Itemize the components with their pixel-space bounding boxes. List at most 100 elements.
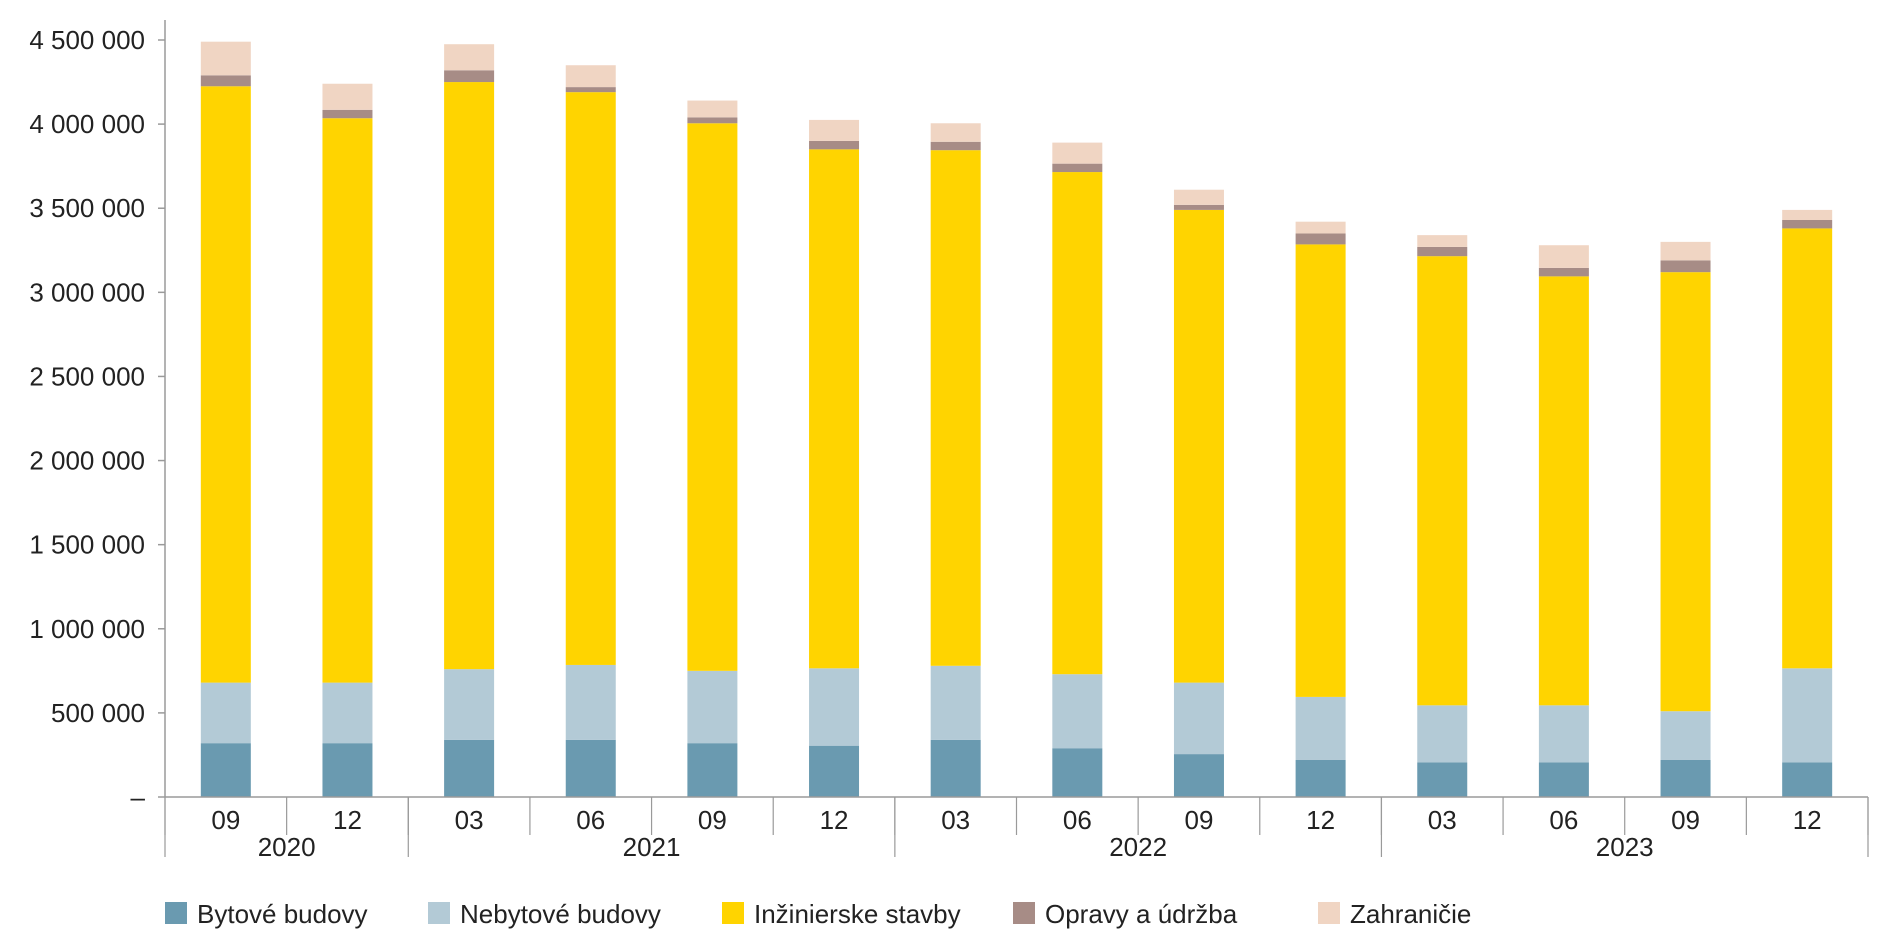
bar-segment bbox=[565, 92, 616, 665]
y-tick-label: 1 500 000 bbox=[29, 530, 145, 560]
bar-segment bbox=[322, 743, 373, 797]
bar-segment bbox=[1417, 705, 1468, 763]
year-label: 2021 bbox=[623, 832, 681, 862]
bar-segment bbox=[1782, 668, 1833, 763]
bar-segment bbox=[1538, 276, 1589, 706]
bar-segment bbox=[1660, 272, 1711, 712]
y-tick-label: 2 000 000 bbox=[29, 446, 145, 476]
bar-segment bbox=[444, 669, 495, 740]
bar-segment bbox=[1173, 682, 1224, 755]
bar-segment bbox=[1052, 163, 1103, 173]
bar-segment bbox=[809, 668, 860, 746]
bar-segment bbox=[1782, 228, 1833, 669]
legend-label: Inžinierske stavby bbox=[754, 899, 961, 929]
bar-segment bbox=[1295, 759, 1346, 797]
bar-segment bbox=[1538, 267, 1589, 277]
bar-segment bbox=[322, 118, 373, 683]
bar-segment bbox=[444, 82, 495, 670]
x-tick-label: 12 bbox=[333, 805, 362, 835]
bar-segment bbox=[1173, 204, 1224, 210]
bar-segment bbox=[322, 83, 373, 110]
legend-label: Bytové budovy bbox=[197, 899, 368, 929]
bar-segment bbox=[444, 44, 495, 71]
bar-segment bbox=[1295, 233, 1346, 245]
year-label: 2023 bbox=[1596, 832, 1654, 862]
bar-segment bbox=[1538, 762, 1589, 797]
bar-segment bbox=[1052, 172, 1103, 675]
x-tick-label: 12 bbox=[1793, 805, 1822, 835]
bar-segment bbox=[930, 665, 981, 740]
bar-segment bbox=[687, 743, 738, 797]
bar-segment bbox=[809, 745, 860, 797]
bar-segment bbox=[1660, 759, 1711, 797]
x-tick-label: 03 bbox=[941, 805, 970, 835]
bar-segment bbox=[1173, 189, 1224, 205]
bar-segment bbox=[1417, 246, 1468, 257]
x-tick-label: 09 bbox=[1671, 805, 1700, 835]
y-tick-label: – bbox=[131, 782, 146, 812]
y-tick-label: 4 500 000 bbox=[29, 25, 145, 55]
bar-segment bbox=[809, 140, 860, 150]
bar-segment bbox=[322, 682, 373, 744]
bar-segment bbox=[565, 739, 616, 797]
bar-segment bbox=[930, 739, 981, 797]
bar-segment bbox=[444, 739, 495, 797]
bar-segment bbox=[565, 65, 616, 88]
bar-segment bbox=[930, 150, 981, 666]
bar-segment bbox=[1660, 711, 1711, 760]
x-tick-label: 09 bbox=[698, 805, 727, 835]
x-axis: 09 12 03 06 09 12 03 06 09 12 03 06 09 12 2020 2021 2022… bbox=[164, 796, 1869, 862]
y-tick-label: 2 500 000 bbox=[29, 361, 145, 391]
bar-segment bbox=[930, 141, 981, 151]
y-tick-label: 3 500 000 bbox=[29, 193, 145, 223]
y-axis: – 500 000 1 000 000 1 500 000 2 000 000 2 500… bbox=[29, 20, 166, 812]
x-tick-label: 12 bbox=[820, 805, 849, 835]
year-label: 2022 bbox=[1109, 832, 1167, 862]
bar-segment bbox=[809, 149, 860, 669]
bar-segment bbox=[1173, 209, 1224, 683]
y-tick-label: 500 000 bbox=[51, 698, 145, 728]
legend-swatch bbox=[1318, 902, 1340, 924]
bar-segment bbox=[930, 123, 981, 142]
bar-segment bbox=[1295, 244, 1346, 697]
bar-segment bbox=[1782, 209, 1833, 220]
x-tick-label: 09 bbox=[211, 805, 240, 835]
x-tick-label: 03 bbox=[1428, 805, 1457, 835]
x-tick-label: 09 bbox=[1185, 805, 1214, 835]
y-tick-label: 4 000 000 bbox=[29, 109, 145, 139]
legend-swatch bbox=[165, 902, 187, 924]
bar-segment bbox=[200, 75, 251, 87]
legend-label: Zahraničie bbox=[1350, 899, 1471, 929]
bar-segment bbox=[1782, 762, 1833, 797]
bar-segment bbox=[1782, 219, 1833, 229]
bar-segment bbox=[687, 670, 738, 744]
bar-segment bbox=[687, 123, 738, 671]
legend-label: Opravy a údržba bbox=[1045, 899, 1238, 929]
x-tick-label: 06 bbox=[1063, 805, 1092, 835]
bar-segment bbox=[200, 86, 251, 683]
bar-segment bbox=[1052, 748, 1103, 797]
legend-swatch bbox=[428, 902, 450, 924]
legend: Bytové budovy Nebytové budovy Inžinierske … bbox=[165, 899, 1471, 929]
y-tick-label: 3 000 000 bbox=[29, 277, 145, 307]
y-tick-label: 1 000 000 bbox=[29, 614, 145, 644]
bar-segment bbox=[1052, 674, 1103, 749]
bar-segment bbox=[322, 109, 373, 119]
bar-segment bbox=[444, 70, 495, 83]
bar-segment bbox=[1295, 221, 1346, 234]
bar-segment bbox=[1295, 696, 1346, 760]
bar-segment bbox=[1173, 754, 1224, 797]
legend-swatch bbox=[722, 902, 744, 924]
bar-segment bbox=[687, 117, 738, 124]
bar-segment bbox=[1052, 142, 1103, 164]
bar-segment bbox=[809, 119, 860, 141]
bar-segment bbox=[687, 100, 738, 118]
year-label: 2020 bbox=[258, 832, 316, 862]
bar-segment bbox=[1538, 245, 1589, 268]
bar-segment bbox=[1660, 241, 1711, 261]
bar-segment bbox=[1417, 256, 1468, 706]
bar-segment bbox=[565, 664, 616, 740]
x-tick-label: 12 bbox=[1306, 805, 1335, 835]
legend-label: Nebytové budovy bbox=[460, 899, 661, 929]
